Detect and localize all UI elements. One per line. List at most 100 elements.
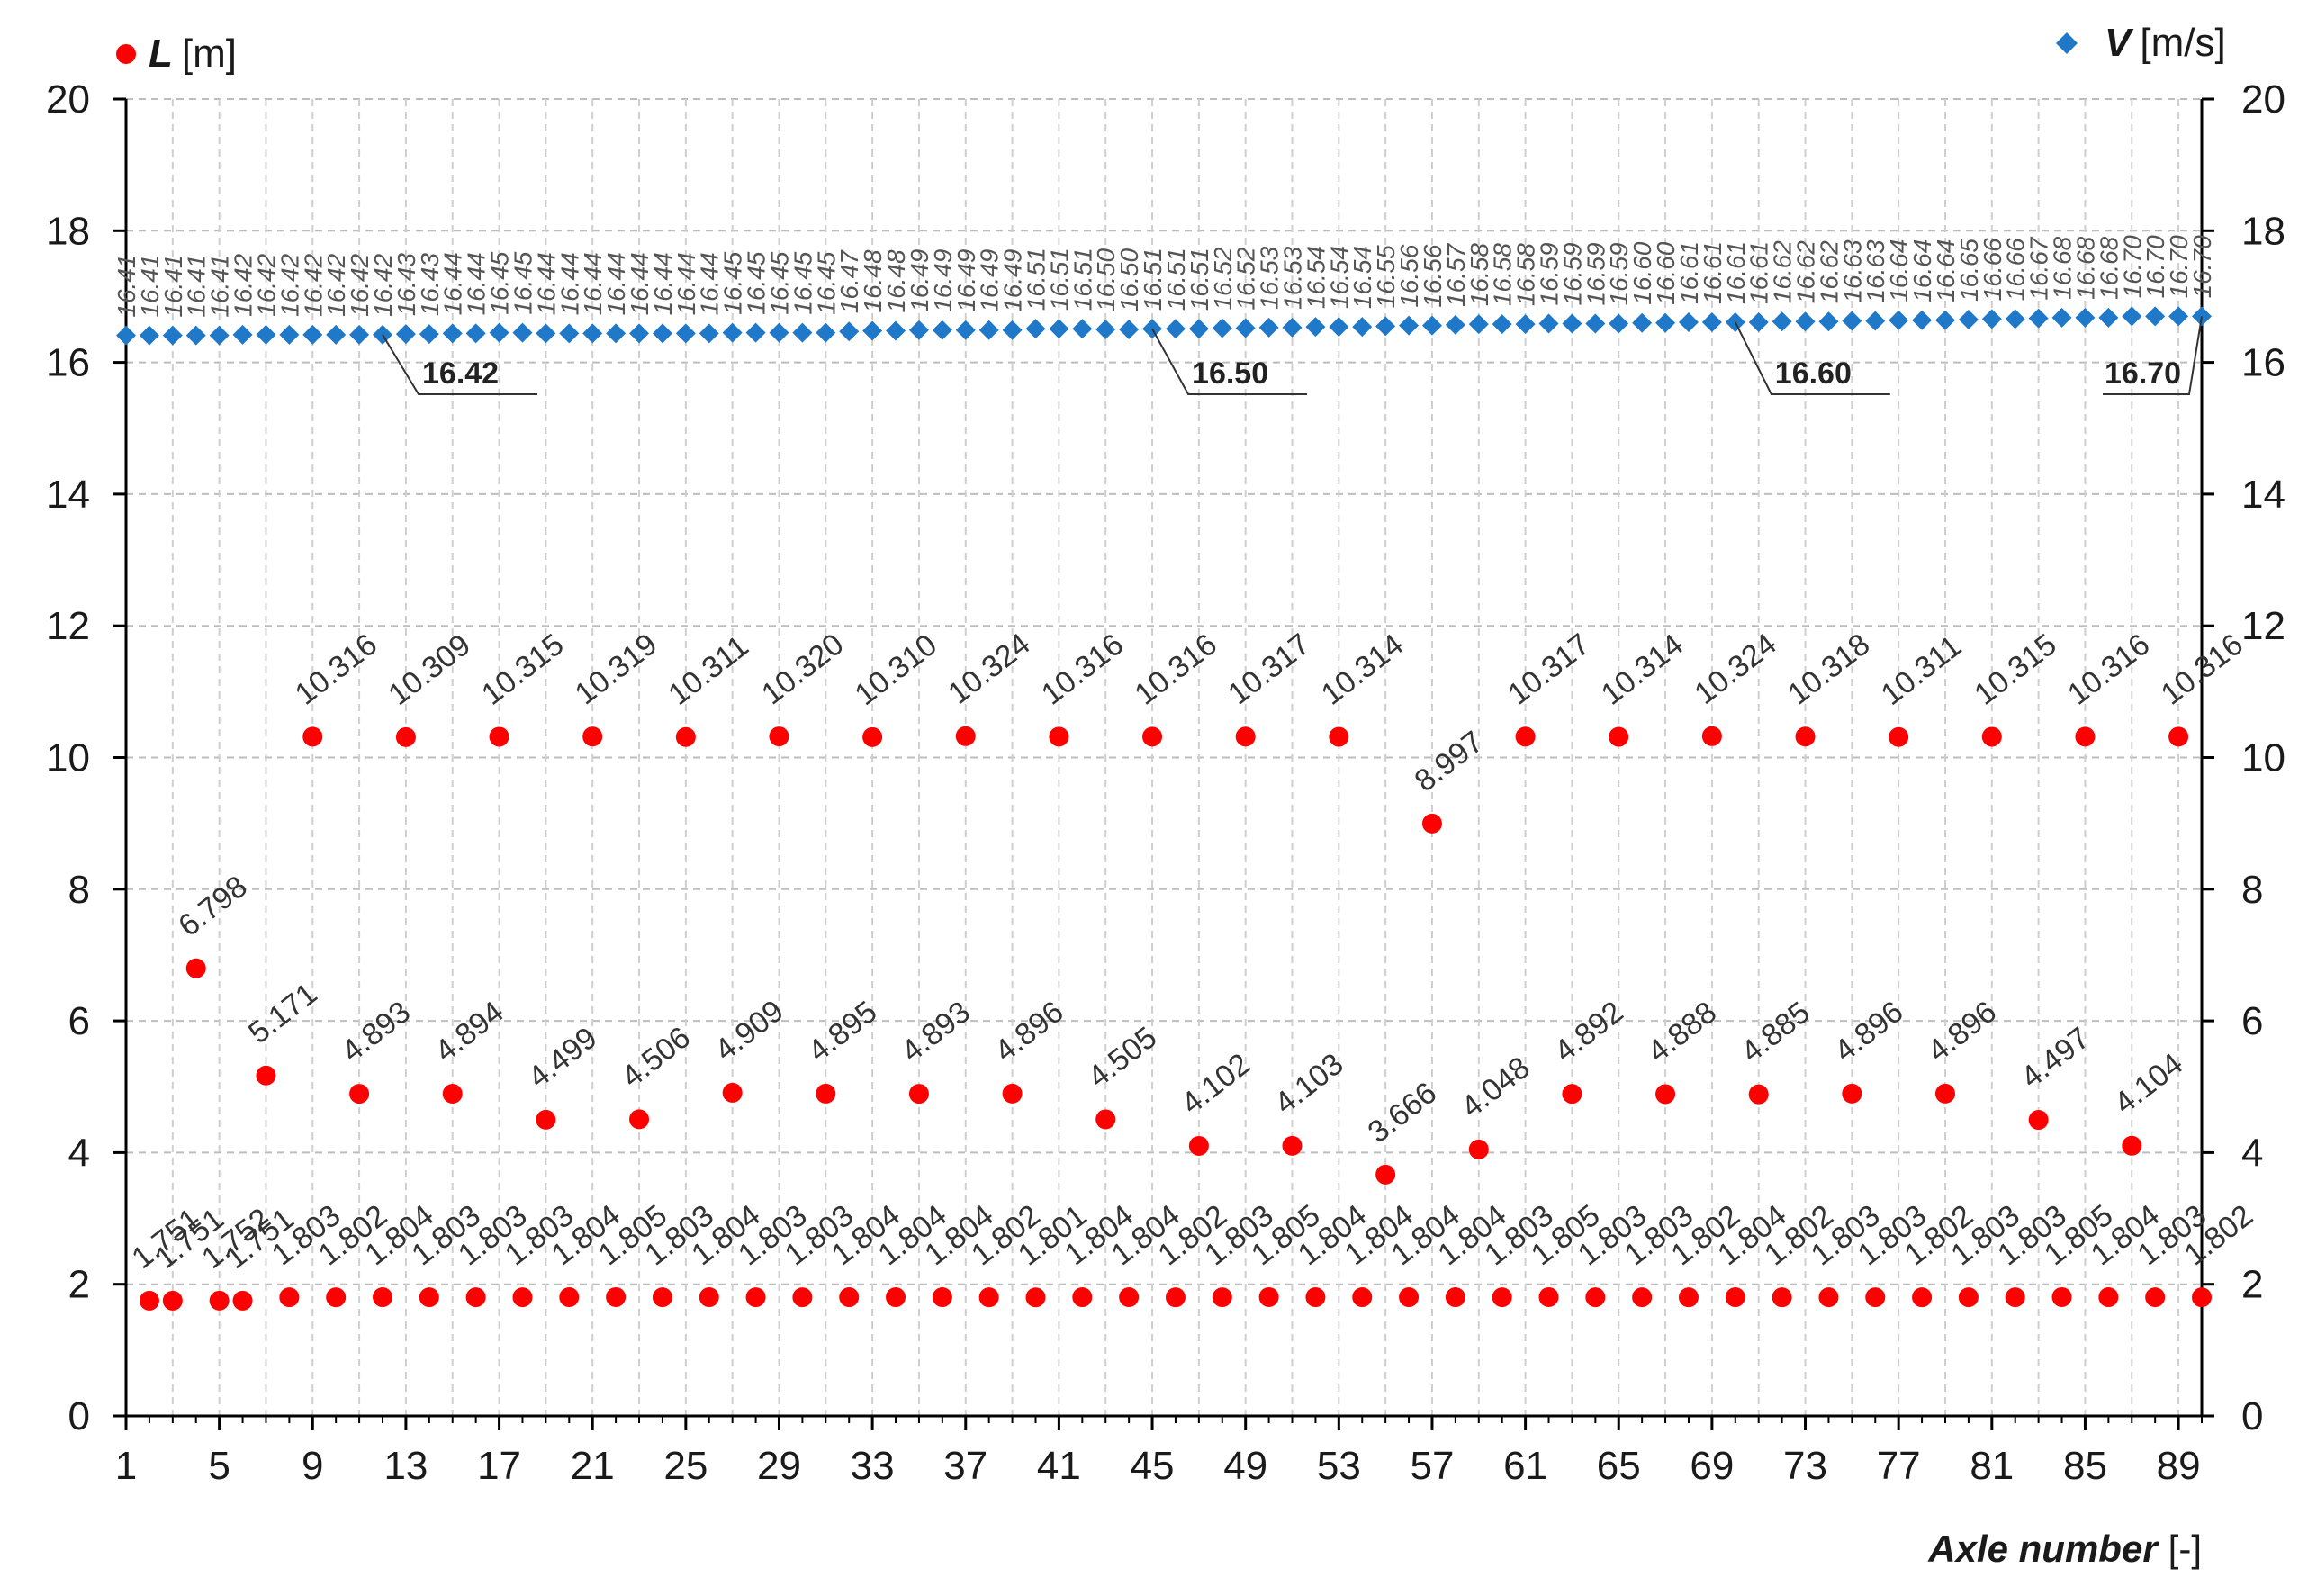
v-point bbox=[302, 324, 323, 345]
v-point bbox=[1562, 313, 1582, 334]
v-data-label: 16.51 bbox=[1139, 248, 1167, 311]
v-data-label: 16.60 bbox=[1628, 241, 1656, 304]
v-point bbox=[489, 322, 509, 343]
series-v: 16.4116.4116.4116.4116.4116.4216.4216.42… bbox=[113, 235, 2216, 346]
v-data-label: 16.64 bbox=[1908, 239, 1936, 302]
x-tick-label: 61 bbox=[1503, 1444, 1547, 1488]
l-point bbox=[1515, 726, 1536, 747]
v-point bbox=[1421, 315, 1442, 336]
v-point bbox=[1468, 314, 1489, 335]
l-point bbox=[1119, 1287, 1140, 1308]
v-point bbox=[2098, 307, 2119, 328]
x-tick-label: 85 bbox=[2063, 1444, 2107, 1488]
l-point bbox=[886, 1287, 906, 1308]
x-tick-label: 45 bbox=[1131, 1444, 1175, 1488]
l-point bbox=[1235, 726, 1256, 747]
v-point bbox=[162, 325, 183, 346]
l-point bbox=[839, 1287, 860, 1308]
v-data-label: 16.44 bbox=[649, 252, 677, 315]
l-point bbox=[652, 1287, 672, 1308]
l-point bbox=[1912, 1287, 1933, 1308]
l-point bbox=[1865, 1287, 1886, 1308]
l-point bbox=[2051, 1286, 2072, 1307]
l-point bbox=[862, 726, 883, 747]
v-data-label: 16.51 bbox=[1186, 248, 1213, 311]
l-point bbox=[2122, 1135, 2142, 1156]
x-tick-label: 37 bbox=[943, 1444, 987, 1488]
v-point bbox=[699, 323, 719, 344]
x-tick-label: 33 bbox=[851, 1444, 895, 1488]
legend-v-text: V [m/s] bbox=[2105, 21, 2226, 65]
y-left-tick-label: 14 bbox=[46, 473, 90, 517]
v-point bbox=[816, 322, 836, 343]
l-point bbox=[2192, 1287, 2212, 1308]
v-point bbox=[279, 324, 300, 345]
v-data-label: 16.45 bbox=[812, 251, 840, 314]
v-point bbox=[1258, 317, 1279, 338]
v-data-label: 16.70 bbox=[2165, 235, 2193, 298]
v-point bbox=[1119, 320, 1140, 340]
l-point bbox=[769, 726, 789, 747]
v-point bbox=[232, 324, 253, 345]
x-tick-label: 49 bbox=[1223, 1444, 1267, 1488]
v-data-label: 16.44 bbox=[696, 252, 724, 315]
l-point bbox=[1049, 726, 1069, 747]
y-right-tick-label: 4 bbox=[2241, 1131, 2263, 1175]
v-data-label: 16.70 bbox=[2141, 235, 2169, 298]
v-data-label: 16.52 bbox=[1232, 247, 1260, 310]
v-point bbox=[256, 324, 276, 345]
v-point bbox=[1072, 319, 1093, 339]
v-point bbox=[395, 324, 416, 345]
l-point bbox=[1842, 1083, 1862, 1104]
v-data-label: 16.57 bbox=[1442, 242, 1470, 306]
v-data-label: 16.42 bbox=[252, 253, 280, 316]
v-point bbox=[2051, 307, 2072, 328]
v-point bbox=[1772, 311, 1792, 332]
l-point bbox=[955, 726, 976, 746]
v-data-label: 16.41 bbox=[183, 255, 211, 318]
legend-l-symbol: L bbox=[149, 32, 173, 76]
l-point bbox=[1352, 1287, 1373, 1308]
v-point bbox=[839, 321, 860, 342]
v-data-label: 16.56 bbox=[1395, 244, 1423, 307]
l-point bbox=[279, 1287, 300, 1308]
v-point bbox=[2122, 306, 2142, 327]
v-point bbox=[209, 325, 230, 346]
v-point bbox=[652, 323, 672, 344]
v-data-label: 16.58 bbox=[1489, 243, 1517, 306]
v-data-label: 16.42 bbox=[299, 253, 327, 316]
v-data-label: 16.54 bbox=[1325, 246, 1353, 309]
l-point bbox=[2168, 726, 2189, 747]
v-data-label: 16.44 bbox=[602, 252, 630, 315]
v-data-label: 16.44 bbox=[532, 252, 560, 315]
y-left-tick-label: 12 bbox=[46, 604, 90, 648]
l-point bbox=[419, 1287, 439, 1308]
v-point bbox=[1212, 318, 1232, 338]
l-point bbox=[699, 1287, 719, 1308]
l-point bbox=[349, 1084, 370, 1105]
v-data-label: 16.44 bbox=[626, 252, 654, 315]
v-point bbox=[139, 325, 159, 346]
v-point bbox=[442, 323, 463, 344]
legend-v-symbol: V bbox=[2105, 21, 2134, 65]
v-data-label: 16.44 bbox=[463, 252, 491, 315]
y-right-tick-label: 8 bbox=[2241, 868, 2263, 912]
v-point bbox=[1165, 319, 1186, 339]
l-point bbox=[536, 1109, 556, 1130]
v-data-label: 16.59 bbox=[1605, 242, 1633, 305]
v-data-label: 16.49 bbox=[906, 249, 933, 312]
l-point bbox=[745, 1287, 766, 1308]
v-point bbox=[955, 320, 976, 340]
l-point bbox=[582, 726, 603, 747]
tick-labels: 0 0 2 2 4 4 6 6 8 8 10 10 12 12 14 14 16 16 18 18 20 20 1 5 9 13 1… bbox=[46, 77, 2285, 1488]
v-point bbox=[1632, 312, 1653, 333]
v-point bbox=[1305, 317, 1326, 338]
y-left-tick-label: 8 bbox=[68, 868, 90, 912]
v-data-label: 16.42 bbox=[369, 253, 397, 316]
v-point bbox=[116, 325, 136, 346]
v-point bbox=[1795, 311, 1816, 332]
v-data-label: 16.49 bbox=[929, 249, 957, 312]
l-point bbox=[1678, 1287, 1699, 1308]
l-point bbox=[465, 1287, 486, 1308]
